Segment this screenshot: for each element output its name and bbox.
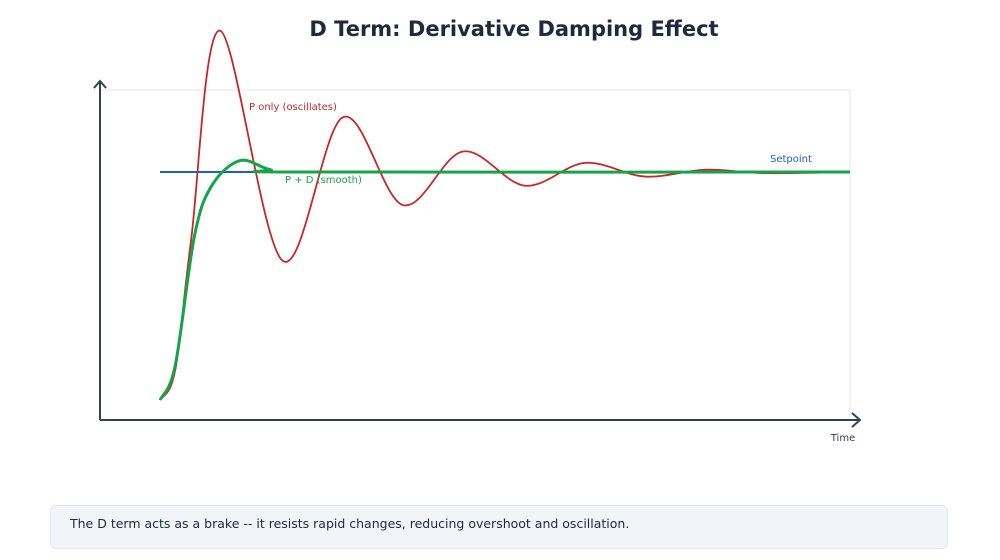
series-p-d-line [158,158,851,401]
series-p-only-line [159,29,851,401]
x-axis-label: Time [830,433,855,444]
label-p-only: P only (oscillates) [249,102,337,113]
chart-title: D Term: Derivative Damping Effect [309,17,718,41]
plot-frame [99,89,851,421]
y-axis-arrow-icon [93,79,107,89]
explanation-note: The D term acts as a brake -- it resists… [50,505,948,549]
x-axis-arrow-icon [851,412,862,428]
chart: D Term: Derivative Damping Effect Time P… [93,17,862,444]
label-setpoint: Setpoint [770,154,812,165]
label-p-d: P + D (smooth) [285,175,362,186]
